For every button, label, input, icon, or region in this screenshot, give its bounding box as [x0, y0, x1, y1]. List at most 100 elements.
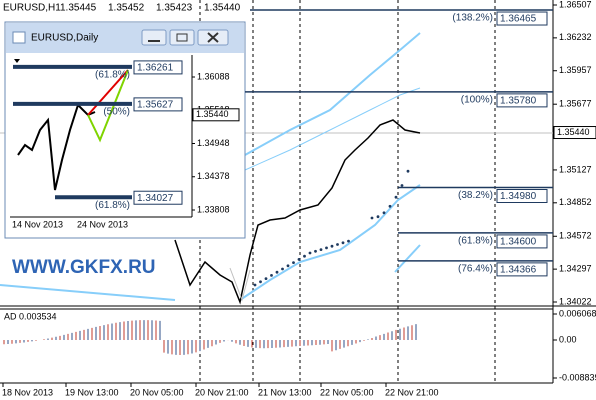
- sar-dot: [370, 216, 374, 220]
- inset-zigzag: [87, 69, 129, 143]
- time-tick-label: 20 Nov 21:00: [195, 387, 249, 397]
- fib-price: 1.35780: [500, 96, 537, 107]
- time-tick-label: 18 Nov 2013: [2, 387, 53, 397]
- quote-value: 1.35423: [156, 3, 193, 14]
- price-tick-label: 1.34022: [559, 296, 592, 306]
- vertical-lines: [199, 0, 496, 383]
- sar-dot: [264, 277, 268, 280]
- inset-fib-price: 1.34027: [137, 193, 174, 204]
- inset-fib-percent: (61.8%): [95, 200, 130, 211]
- inset-fib-box: [133, 190, 183, 205]
- sar-dot: [347, 239, 350, 243]
- sar-dot: [303, 254, 306, 258]
- sar-dot: [388, 204, 392, 208]
- sar-dot: [270, 274, 273, 277]
- restore-glyph: [176, 33, 188, 42]
- watermark: WWW.GKFX.RU: [12, 257, 156, 278]
- lower-band: [239, 184, 421, 301]
- inset-title: EURUSD,Daily: [31, 33, 98, 44]
- quote-value: 1.35445: [60, 3, 97, 14]
- sar-dot: [341, 241, 345, 245]
- sar-dot: [406, 169, 410, 173]
- sar-dot: [376, 215, 380, 219]
- fib-percent: (61.8%): [458, 236, 493, 247]
- fib-percent: (138.2%): [452, 13, 493, 24]
- fib-percent: (76.4%): [458, 264, 493, 275]
- price-tick-label: 1.35957: [559, 65, 592, 75]
- sar-dot: [292, 261, 295, 264]
- price-tick-label: 1.36232: [559, 32, 592, 42]
- zigzag: [229, 267, 251, 302]
- sar-dot: [297, 258, 301, 261]
- inset-fib-percent: (50%): [103, 107, 130, 118]
- inset-price-label: 1.36088: [197, 71, 230, 81]
- lower-band: [0, 284, 176, 301]
- price-tick-label: 1.34572: [559, 231, 592, 241]
- time-tick-label: 19 Nov 13:00: [65, 387, 119, 397]
- indicator-histogram: [3, 320, 417, 355]
- sar-dot: [308, 251, 312, 255]
- inset-fib-price: 1.36261: [137, 63, 174, 74]
- parabolic-sar: [253, 169, 410, 287]
- price-tick-label: 1.34297: [559, 264, 592, 274]
- middle-band: [244, 87, 421, 171]
- sar-dot: [259, 280, 262, 284]
- fib-price-box: [496, 11, 548, 26]
- inset-fib-percent: (61.8%): [95, 70, 130, 81]
- sar-dot: [253, 283, 257, 287]
- fib-price: 1.34980: [500, 191, 537, 202]
- inset-marker: [14, 59, 20, 63]
- fib-price: 1.36465: [500, 14, 537, 25]
- inset-layer: 1.360881.355181.349481.343781.338081.354…: [12, 60, 240, 229]
- time-tick-label: 21 Nov 13:00: [258, 387, 312, 397]
- price-tick-label: 1.36507: [559, 0, 592, 9]
- fib-price: 1.34366: [500, 265, 537, 276]
- fib-price-box: [496, 189, 548, 204]
- sar-dot: [382, 211, 386, 215]
- sar-dot: [336, 243, 339, 246]
- fib-percent: (38.2%): [458, 190, 493, 201]
- inset-price-label: 1.34378: [197, 171, 230, 181]
- inset-time-label: 24 Nov 2013: [77, 219, 128, 229]
- sar-dot: [394, 195, 398, 199]
- minimize-button[interactable]: [141, 29, 167, 46]
- current-price: 1.35440: [557, 127, 590, 137]
- price-path: [174, 119, 421, 305]
- restore-button[interactable]: [169, 29, 195, 46]
- inset-price-label: 1.34948: [197, 138, 230, 148]
- time-tick-label: 22 Nov 21:00: [385, 387, 439, 397]
- sar-dot: [281, 267, 284, 271]
- sar-dot: [275, 270, 279, 274]
- inset-current-box: [192, 108, 240, 122]
- inset-window: EURUSD,Daily 1.360881.355181.349481.3437…: [4, 21, 246, 239]
- sar-dot: [314, 249, 317, 253]
- inset-icon: [12, 31, 26, 44]
- sar-dot: [330, 244, 334, 248]
- quote-value: 1.35440: [204, 3, 241, 14]
- inset-current-price: 1.35440: [196, 109, 229, 119]
- close-glyph: [207, 32, 219, 43]
- inset-price-path: [17, 103, 96, 191]
- fib-price: 1.34600: [500, 237, 537, 248]
- sar-dot: [319, 248, 323, 252]
- inset-fib-box: [133, 97, 183, 112]
- fib-price-box: [496, 234, 548, 249]
- indicator-tick-label: -0.008839: [559, 372, 596, 382]
- inset-time-label: 14 Nov 2013: [12, 219, 63, 229]
- price-tick-label: 1.35127: [559, 164, 592, 174]
- indicator-tick-label: 0.00: [559, 334, 577, 344]
- indicator-tick-label: 0.006068: [559, 308, 596, 318]
- price-tick-label: 1.34852: [559, 197, 592, 207]
- inset-fib-price: 1.35627: [137, 100, 174, 111]
- price-tick-label: 1.35677: [559, 99, 592, 109]
- inset-price-label: 1.33808: [197, 204, 230, 214]
- inset-fib-box: [133, 60, 183, 75]
- fib-price-box: [496, 262, 548, 277]
- time-tick-label: 22 Nov 05:00: [320, 387, 374, 397]
- chart-symbol: EURUSD,H1: [3, 3, 61, 14]
- time-tick-label: 20 Nov 05:00: [130, 387, 184, 397]
- inset-trend: [87, 69, 129, 116]
- fib-percent: (100%): [461, 95, 493, 106]
